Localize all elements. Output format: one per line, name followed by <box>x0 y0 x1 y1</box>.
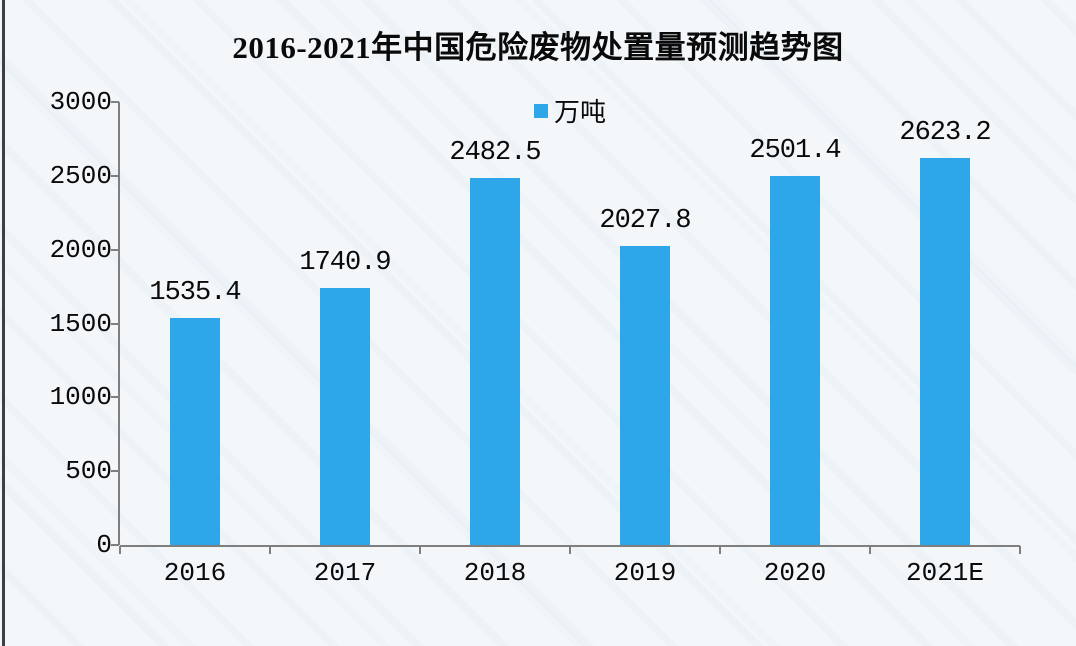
y-axis-tick <box>111 248 119 251</box>
x-axis-tick <box>419 546 421 554</box>
x-axis-category-label: 2019 <box>613 558 677 588</box>
x-axis-category-label: 2018 <box>463 558 527 588</box>
y-axis-tick <box>111 322 119 325</box>
bar-2020 <box>770 175 820 545</box>
y-axis-tick-label: 2000 <box>49 234 112 265</box>
bar-value-label: 1740.9 <box>299 247 391 278</box>
x-axis-tick <box>569 546 571 554</box>
y-axis-tick <box>111 470 119 473</box>
y-axis-tick-label: 0 <box>96 530 112 560</box>
bar-value-label: 2501.4 <box>749 135 841 166</box>
y-axis-tick-label: 3000 <box>49 87 112 117</box>
bar-value-label: 1535.4 <box>149 278 241 309</box>
bar-2019 <box>620 245 670 545</box>
bar-value-label: 2482.5 <box>449 138 541 169</box>
y-axis-tick-label: 2500 <box>49 160 112 191</box>
y-axis-tick <box>111 396 119 399</box>
bar-2021E <box>920 157 970 545</box>
y-axis-tick <box>111 101 119 103</box>
x-axis-category-label: 2021E <box>905 558 984 588</box>
x-axis-category-label: 2017 <box>313 558 377 588</box>
x-axis-category-label: 2020 <box>763 558 827 588</box>
x-axis-tick <box>869 546 871 554</box>
bar-value-label: 2623.2 <box>899 117 991 148</box>
y-axis-tick <box>111 544 119 546</box>
bar-value-label: 2027.8 <box>599 205 691 236</box>
legend: 万吨 <box>120 92 1020 129</box>
left-edge-line <box>2 0 5 646</box>
legend-label: 万吨 <box>553 98 606 127</box>
y-axis-tick-label: 500 <box>65 456 112 487</box>
y-axis-line <box>118 102 120 545</box>
x-axis-category-label: 2016 <box>163 558 227 588</box>
bar-2016 <box>170 318 220 545</box>
x-axis-tick <box>1019 546 1021 554</box>
y-axis-tick-label: 1500 <box>49 308 112 339</box>
chart-title: 2016-2021年中国危险废物处置量预测趋势图 <box>232 30 844 65</box>
x-axis-tick <box>119 546 121 554</box>
x-axis-tick <box>719 546 721 554</box>
bar-2017 <box>320 287 370 545</box>
x-axis-tick <box>269 546 271 554</box>
y-axis-tick-label: 1000 <box>49 382 112 413</box>
y-axis-tick <box>111 174 119 177</box>
bar-2018 <box>470 178 520 545</box>
legend-marker-icon <box>533 103 548 118</box>
